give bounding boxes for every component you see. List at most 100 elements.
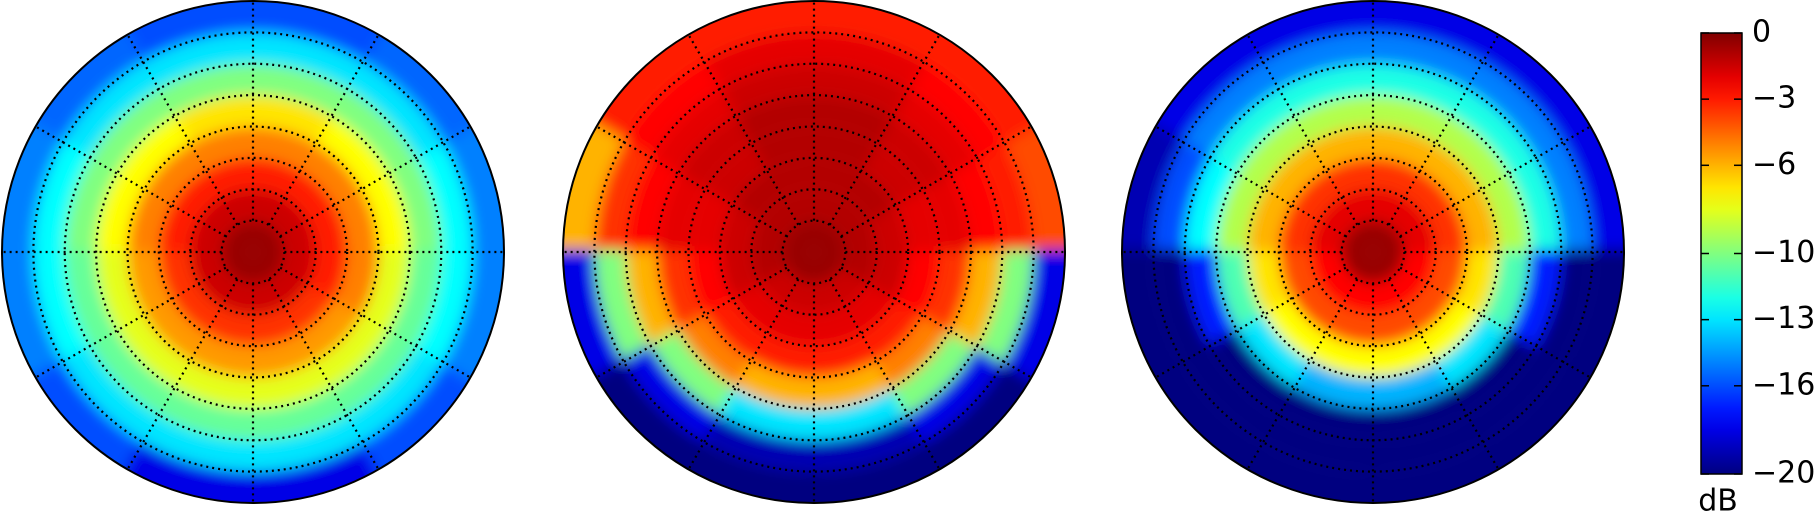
cell <box>782 251 814 268</box>
cell <box>1403 282 1455 334</box>
grid-spoke <box>828 34 941 226</box>
panel <box>563 1 1065 503</box>
cell <box>814 224 842 252</box>
grid-circle <box>718 156 910 348</box>
cell <box>813 279 846 315</box>
cell <box>1291 170 1343 222</box>
cell <box>1357 220 1374 252</box>
cell <box>345 344 445 444</box>
cell <box>190 251 226 284</box>
cell <box>718 387 816 441</box>
cell <box>812 95 894 144</box>
cell <box>253 224 281 252</box>
cell <box>225 224 253 252</box>
cell <box>221 189 254 225</box>
cell <box>190 220 226 253</box>
cell <box>895 250 940 316</box>
cell <box>1373 251 1405 268</box>
cell <box>1278 204 1319 253</box>
cell <box>976 249 1034 364</box>
cell <box>1535 140 1593 255</box>
cell <box>782 189 815 225</box>
cell <box>813 306 862 347</box>
cell <box>1434 115 1510 191</box>
cell <box>1310 220 1346 253</box>
cell <box>625 250 679 348</box>
cell <box>1465 344 1565 444</box>
cell <box>1310 251 1346 284</box>
grid-spoke <box>828 278 941 470</box>
cell <box>360 15 490 145</box>
cell <box>1345 252 1373 280</box>
cell <box>921 359 1051 489</box>
grid-spoke <box>126 34 239 226</box>
cell <box>1236 115 1312 191</box>
grid-spoke <box>1399 125 1591 238</box>
cell <box>906 60 1006 160</box>
cell <box>127 188 172 254</box>
grid-circle <box>157 156 349 348</box>
cell <box>860 298 924 362</box>
grid-circle <box>1215 94 1531 410</box>
cell <box>1247 250 1292 316</box>
grid-circle <box>126 125 380 379</box>
cell <box>314 115 390 191</box>
cell <box>1341 236 1373 253</box>
cell <box>1372 157 1421 198</box>
cell <box>1388 197 1428 237</box>
panel-border <box>1 0 505 504</box>
cell <box>1535 249 1593 364</box>
grid-circle <box>593 31 1035 473</box>
cell <box>283 282 335 334</box>
cell <box>766 306 815 347</box>
cell <box>189 333 255 378</box>
cell <box>1293 95 1375 144</box>
cell <box>251 387 349 441</box>
cell <box>1184 156 1238 254</box>
cell <box>198 267 238 307</box>
cell <box>719 204 760 253</box>
cell <box>252 157 301 198</box>
grid-spoke <box>1246 34 1359 226</box>
cell <box>237 220 254 252</box>
cell <box>734 95 816 144</box>
grid-spoke <box>126 278 239 470</box>
grid-spoke <box>267 278 380 470</box>
cell <box>891 329 978 416</box>
cell <box>299 298 363 362</box>
cell <box>1465 60 1565 160</box>
cell <box>829 267 869 307</box>
cell <box>1261 414 1376 472</box>
colorbar-tick-label: −20 <box>1752 456 1815 491</box>
cell <box>1454 188 1499 254</box>
cell <box>205 157 254 198</box>
cell <box>1371 333 1437 378</box>
cell <box>812 126 878 171</box>
cell <box>330 329 417 416</box>
cell <box>1309 333 1375 378</box>
cell <box>388 250 442 348</box>
cell <box>250 414 365 472</box>
cell <box>1370 32 1485 90</box>
cell <box>750 333 816 378</box>
cell <box>1209 329 1296 416</box>
cell <box>949 250 1003 348</box>
colorbar-tick-label: 0 <box>1752 15 1771 50</box>
cell <box>841 220 877 253</box>
cell <box>1341 279 1374 315</box>
colorbar-tick-label: −16 <box>1752 367 1815 402</box>
panel-border <box>1121 0 1625 504</box>
cell <box>1277 63 1375 117</box>
cell <box>677 115 753 191</box>
cell <box>143 298 207 362</box>
cell <box>813 252 830 284</box>
cell <box>906 344 1006 444</box>
panel-border <box>562 0 1066 504</box>
cell <box>388 156 442 254</box>
colorbar-tick-label: −6 <box>1752 147 1796 182</box>
cell <box>330 88 417 175</box>
cell <box>1427 251 1468 300</box>
cell <box>1247 188 1292 254</box>
cell <box>704 142 768 206</box>
grid-circle <box>1246 125 1500 379</box>
